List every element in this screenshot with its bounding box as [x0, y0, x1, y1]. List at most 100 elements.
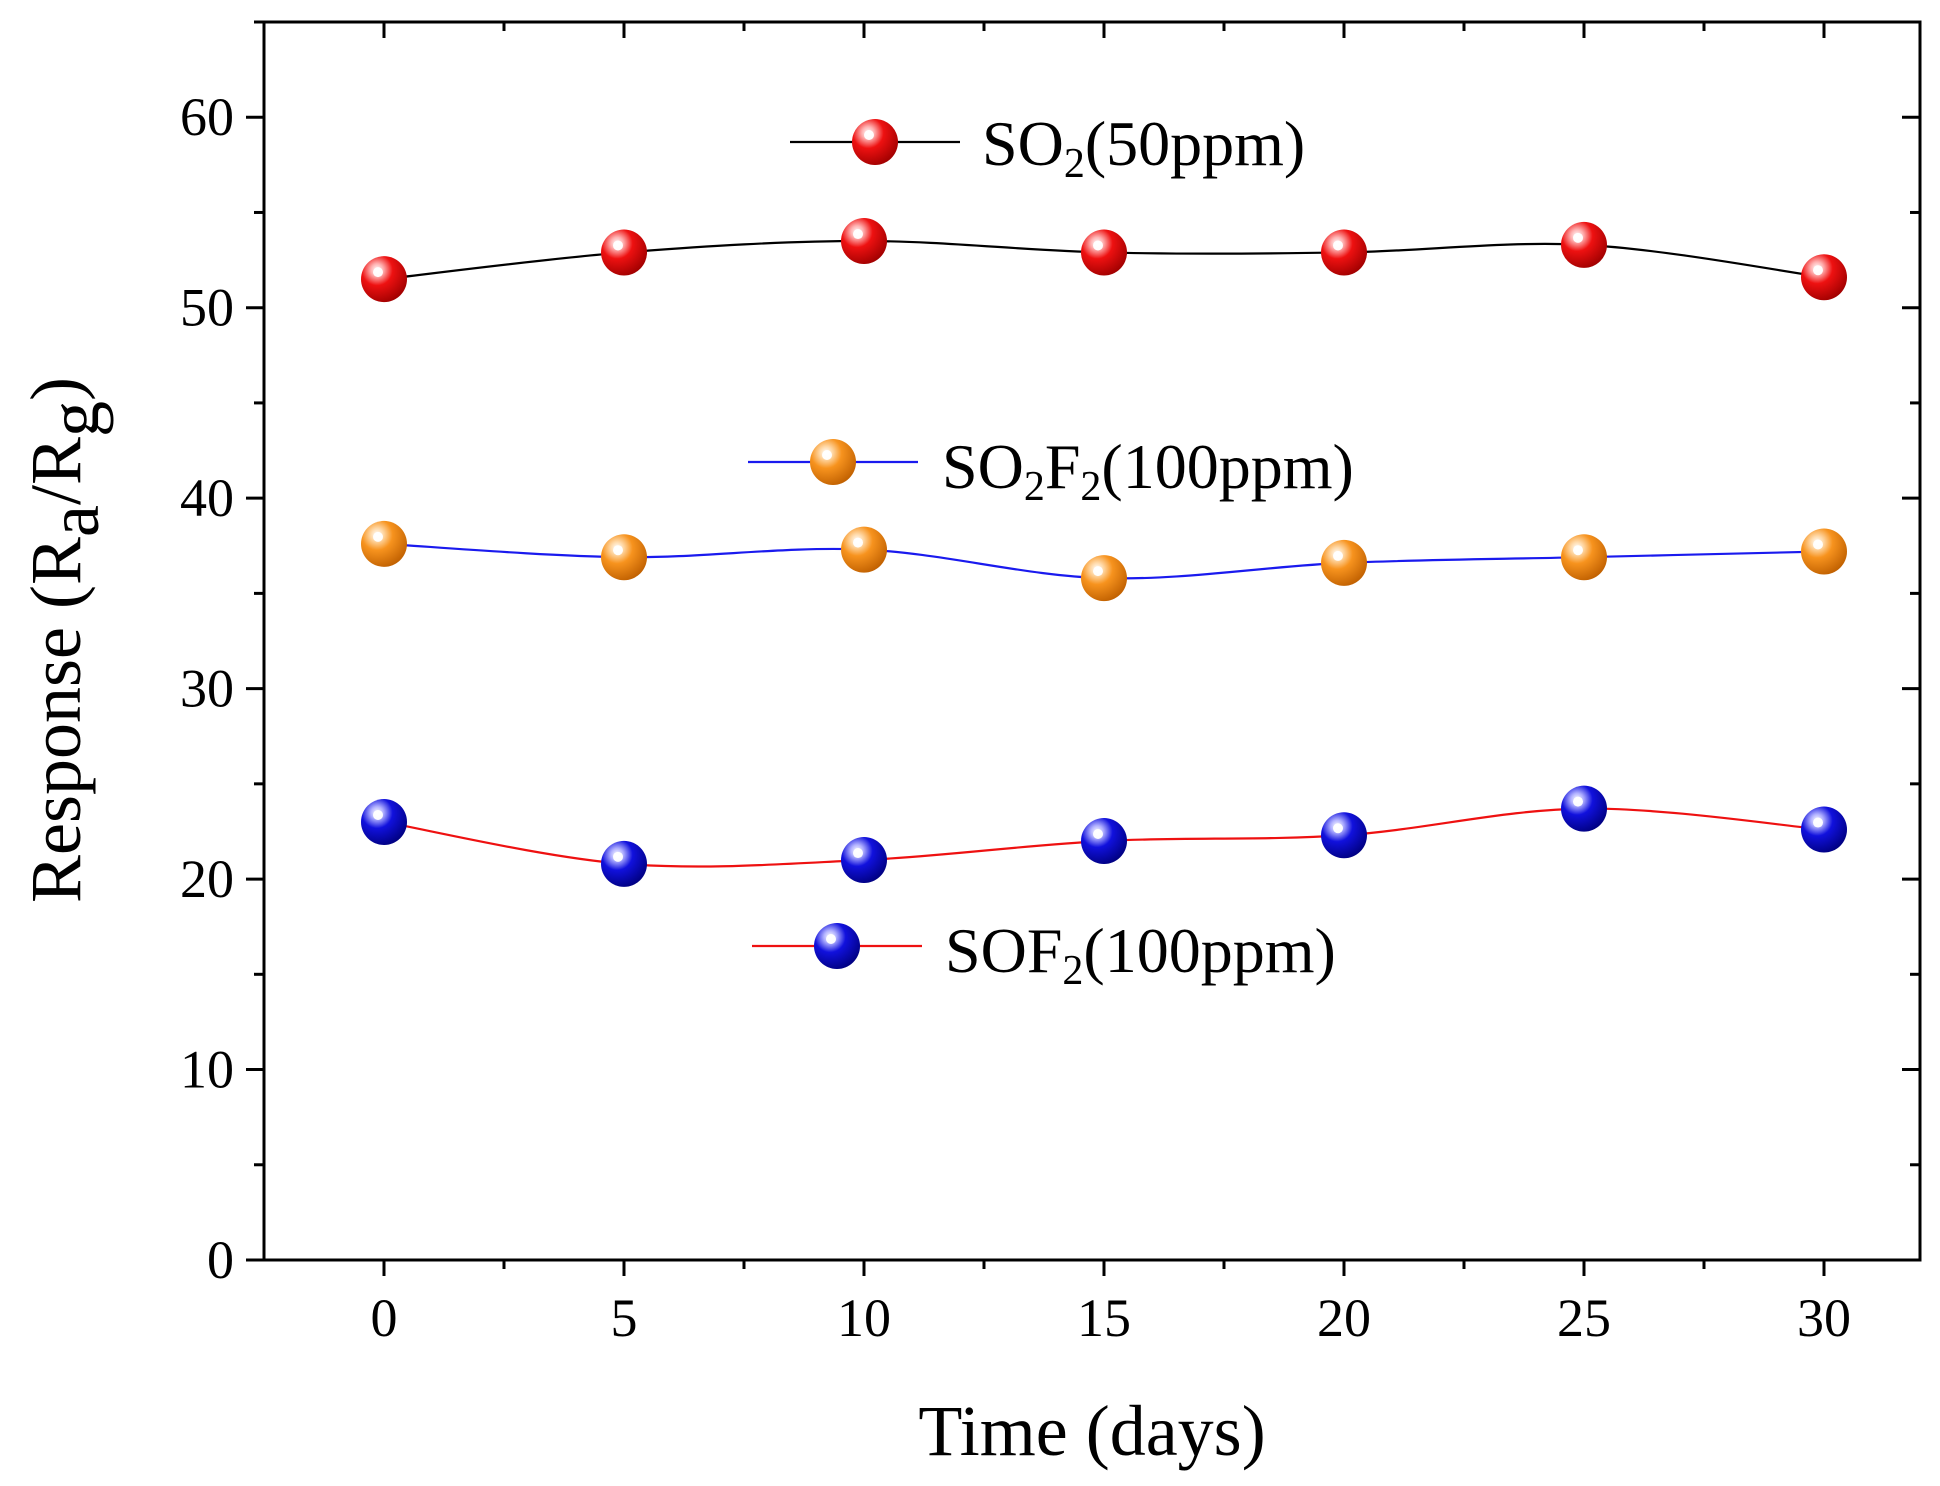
- marker-sphere: [601, 840, 647, 887]
- legend-subscript: 2: [1064, 141, 1085, 187]
- data-point-s0-0: [361, 256, 407, 303]
- marker-sphere: [1081, 817, 1127, 864]
- marker-highlight: [864, 130, 874, 140]
- marker-sphere: [1321, 229, 1367, 276]
- y-tick-label: 10: [180, 1040, 234, 1100]
- legend-marker: [814, 923, 860, 969]
- legend-marker: [852, 119, 898, 165]
- marker-highlight: [373, 531, 383, 542]
- legend-text: (50ppm): [1085, 108, 1305, 179]
- marker-sphere: [1561, 221, 1607, 268]
- legend-text: SO: [942, 431, 1024, 502]
- data-point-s2-6: [1801, 806, 1847, 853]
- x-tick-label: 5: [611, 1288, 638, 1348]
- legend-text: SOF: [945, 915, 1062, 986]
- data-point-s1-1: [601, 534, 647, 581]
- data-point-s0-6: [1801, 254, 1847, 301]
- legend-label: SO2(50ppm): [982, 108, 1305, 187]
- marker-highlight: [373, 267, 383, 278]
- marker-highlight: [822, 450, 832, 460]
- x-tick-label: 0: [371, 1288, 398, 1348]
- marker-highlight: [1333, 240, 1343, 251]
- series-layer: [361, 218, 1847, 887]
- data-point-s0-3: [1081, 229, 1127, 276]
- marker-highlight: [1093, 240, 1103, 251]
- marker-sphere: [601, 229, 647, 276]
- marker-sphere: [1561, 785, 1607, 832]
- x-axis-label: Time (days): [918, 1391, 1265, 1471]
- marker-highlight: [1093, 828, 1103, 839]
- marker-sphere: [361, 520, 407, 567]
- x-tick-label: 20: [1317, 1288, 1371, 1348]
- marker-highlight: [1573, 232, 1583, 243]
- marker-sphere: [1081, 555, 1127, 602]
- y-tick-label: 20: [180, 849, 234, 909]
- marker-highlight: [613, 851, 623, 862]
- plot-area: 0 5 10 15 20 25 30 0 10 20 30 40 50 60: [180, 20, 1922, 1348]
- legend-text: F: [1045, 431, 1081, 502]
- marker-highlight: [853, 229, 863, 240]
- legend: SO2(50ppm)SO2F2(100ppm)SOF2(100ppm): [748, 108, 1354, 994]
- marker-highlight: [853, 848, 863, 859]
- data-point-s1-5: [1561, 534, 1607, 581]
- data-point-s0-2: [841, 218, 887, 265]
- legend-marker: [810, 439, 856, 485]
- data-point-s1-0: [361, 520, 407, 567]
- marker-sphere: [1801, 806, 1847, 853]
- data-point-s0-4: [1321, 229, 1367, 276]
- marker-highlight: [1333, 550, 1343, 561]
- marker-sphere: [810, 439, 856, 485]
- data-point-s1-3: [1081, 555, 1127, 602]
- x-tick-label: 15: [1077, 1288, 1131, 1348]
- data-point-s0-1: [601, 229, 647, 276]
- marker-sphere: [841, 218, 887, 265]
- y-tick-label: 30: [180, 659, 234, 719]
- marker-sphere: [852, 119, 898, 165]
- marker-sphere: [1801, 254, 1847, 301]
- marker-highlight: [826, 934, 836, 944]
- y-label-text: ): [16, 377, 96, 401]
- marker-highlight: [853, 537, 863, 548]
- marker-sphere: [1321, 539, 1367, 586]
- y-tick-label: 60: [180, 87, 234, 147]
- marker-sphere: [841, 837, 887, 884]
- legend-entry-0: SO2(50ppm): [790, 108, 1305, 187]
- marker-highlight: [1093, 566, 1103, 577]
- data-point-s1-6: [1801, 528, 1847, 575]
- marker-sphere: [1561, 534, 1607, 581]
- legend-subscript: 2: [1080, 464, 1101, 510]
- marker-highlight: [1813, 817, 1823, 828]
- plot-frame: [262, 20, 1922, 1262]
- y-label-text: Response (R: [16, 537, 96, 903]
- x-tick-label: 30: [1797, 1288, 1851, 1348]
- y-label-subscript: g: [34, 401, 114, 437]
- legend-entry-1: SO2F2(100ppm): [748, 431, 1354, 510]
- marker-sphere: [1801, 528, 1847, 575]
- y-label-subscript: a: [34, 505, 114, 537]
- legend-text: SO: [982, 108, 1064, 179]
- marker-highlight: [1573, 545, 1583, 556]
- data-point-s2-2: [841, 837, 887, 884]
- x-tick-label: 10: [837, 1288, 891, 1348]
- axis-labels: Time (days) Response (Ra/Rg): [16, 377, 1266, 1471]
- marker-highlight: [1573, 796, 1583, 807]
- legend-text: (100ppm): [1083, 915, 1335, 986]
- legend-entry-2: SOF2(100ppm): [752, 915, 1336, 994]
- data-point-s2-3: [1081, 817, 1127, 864]
- legend-label: SOF2(100ppm): [945, 915, 1336, 994]
- y-axis-label: Response (Ra/Rg): [16, 377, 114, 903]
- marker-sphere: [601, 534, 647, 581]
- marker-highlight: [373, 809, 383, 820]
- marker-sphere: [1081, 229, 1127, 276]
- legend-subscript: 2: [1062, 948, 1083, 994]
- marker-highlight: [1333, 823, 1343, 834]
- data-point-s2-1: [601, 840, 647, 887]
- marker-sphere: [361, 798, 407, 845]
- marker-highlight: [613, 545, 623, 556]
- y-tick-label: 40: [180, 468, 234, 528]
- y-label-text: /R: [16, 437, 96, 505]
- legend-subscript: 2: [1024, 464, 1045, 510]
- marker-highlight: [1813, 265, 1823, 276]
- data-point-s1-2: [841, 526, 887, 573]
